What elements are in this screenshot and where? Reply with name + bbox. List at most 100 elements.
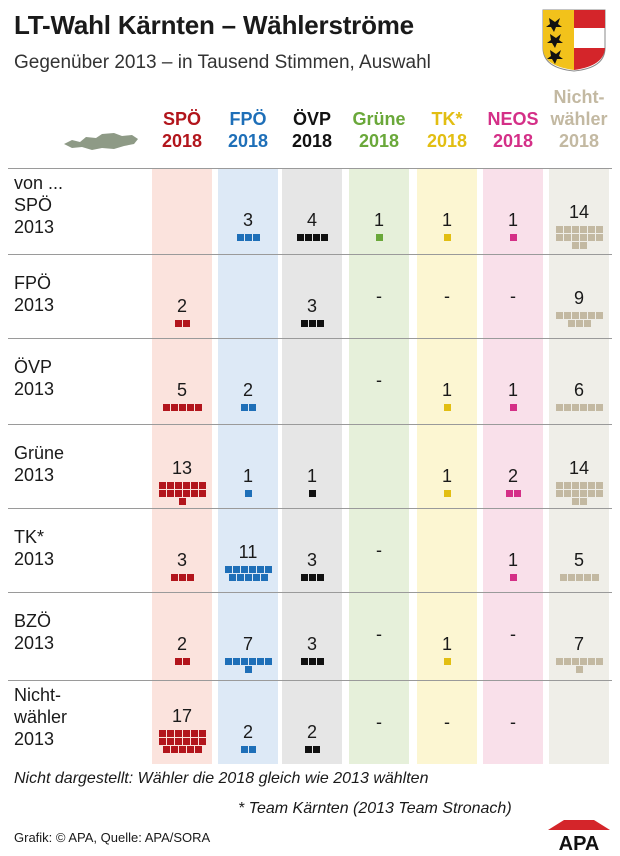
data-label: 1	[242, 466, 253, 486]
value-square-mark	[443, 658, 451, 665]
data-label: 3	[176, 550, 187, 570]
column-band-neos	[483, 168, 543, 764]
value-square-mark	[443, 490, 451, 497]
value-squares	[222, 404, 274, 411]
value-square-mark	[571, 234, 579, 241]
value-square-mark	[228, 574, 236, 581]
value-squares	[487, 234, 539, 241]
value-square-mark	[571, 404, 579, 411]
data-label: -	[444, 712, 450, 732]
cell-spo: 2	[152, 296, 212, 327]
value-square-mark	[571, 658, 579, 665]
value-square-mark	[178, 404, 186, 411]
row-divider	[8, 424, 612, 425]
value-square-mark	[256, 566, 264, 573]
cell-fpo: 1	[218, 466, 278, 497]
value-square-mark	[256, 658, 264, 665]
value-square-mark	[312, 234, 320, 241]
value-square-mark	[320, 234, 328, 241]
value-square-mark	[174, 490, 182, 497]
cell-ovp: 3	[282, 296, 342, 327]
row-divider	[8, 592, 612, 593]
cell-tk: 1	[417, 210, 477, 241]
value-squares	[553, 482, 605, 505]
apa-logo: APA	[548, 820, 610, 852]
column-header-line2: 2018	[358, 131, 400, 151]
row-divider	[8, 338, 612, 339]
value-squares	[222, 746, 274, 753]
value-square-mark	[166, 730, 174, 737]
row-label: TK* 2013	[14, 526, 54, 570]
value-square-mark	[509, 234, 517, 241]
cell-tk: -	[417, 286, 477, 306]
cell-ovp: 3	[282, 634, 342, 665]
value-squares	[286, 746, 338, 753]
value-square-mark	[166, 490, 174, 497]
value-square-mark	[174, 658, 182, 665]
value-squares	[487, 404, 539, 411]
value-square-mark	[264, 566, 272, 573]
column-header-line2: 2018	[291, 131, 333, 151]
value-square-mark	[316, 658, 324, 665]
value-square-mark	[264, 658, 272, 665]
data-label: 3	[242, 210, 253, 230]
value-squares	[553, 658, 605, 673]
value-square-mark	[240, 658, 248, 665]
data-label: 17	[171, 706, 193, 726]
value-square-mark	[308, 490, 316, 497]
value-square-mark	[316, 574, 324, 581]
value-squares	[286, 574, 338, 581]
row-label: Nicht-wähler 2013	[14, 684, 67, 750]
row-label-label2: 2013	[14, 379, 55, 399]
value-square-mark	[260, 574, 268, 581]
value-squares	[286, 320, 338, 327]
value-square-mark	[505, 490, 513, 497]
cell-ovp: 2	[282, 722, 342, 753]
value-squares	[487, 574, 539, 581]
value-squares	[156, 404, 208, 411]
value-squares	[286, 234, 338, 241]
cell-nw: 9	[549, 288, 609, 327]
data-label: 14	[568, 202, 590, 222]
value-square-mark	[563, 234, 571, 241]
row-divider	[8, 254, 612, 255]
row-label: von ... SPÖ 2013	[14, 172, 63, 238]
row-divider	[8, 680, 612, 681]
row-divider	[8, 168, 612, 169]
value-square-mark	[190, 490, 198, 497]
value-square-mark	[244, 490, 252, 497]
data-label: 3	[306, 550, 317, 570]
data-label: -	[444, 286, 450, 306]
column-header-line1: SPÖ	[162, 109, 201, 129]
value-square-mark	[567, 574, 575, 581]
value-square-mark	[579, 312, 587, 319]
value-squares	[421, 658, 473, 665]
value-square-mark	[575, 320, 583, 327]
data-label: 7	[242, 634, 253, 654]
cell-nw: 7	[549, 634, 609, 673]
value-square-mark	[174, 730, 182, 737]
value-square-mark	[162, 404, 170, 411]
data-label: -	[376, 286, 382, 306]
column-header-nw: Nicht-wähler 2018	[539, 86, 619, 152]
carinthia-coat-of-arms	[542, 9, 606, 72]
apa-logo-text: APA	[559, 833, 600, 852]
value-square-mark	[232, 566, 240, 573]
value-squares	[487, 490, 539, 497]
value-square-mark	[236, 234, 244, 241]
data-label: 1	[441, 380, 452, 400]
column-band-gruene	[349, 168, 409, 764]
value-square-mark	[300, 658, 308, 665]
value-square-mark	[559, 574, 567, 581]
value-square-mark	[316, 320, 324, 327]
value-squares	[156, 730, 208, 753]
data-label: -	[510, 624, 516, 644]
value-square-mark	[563, 482, 571, 489]
value-squares	[553, 404, 605, 411]
column-header-line2: 2018	[227, 131, 269, 151]
column-header-line2: 2018	[426, 131, 468, 151]
value-squares	[553, 574, 605, 581]
column-header-line1: NEOS	[487, 109, 539, 129]
value-square-mark	[563, 404, 571, 411]
value-square-mark	[571, 490, 579, 497]
